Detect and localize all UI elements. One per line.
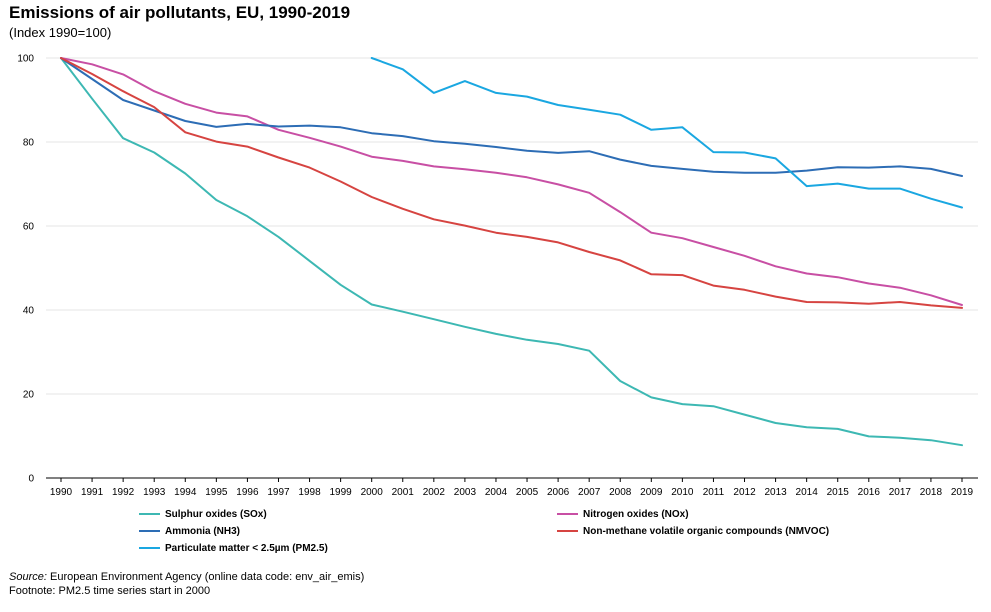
x-tick-label: 1998 [298,487,321,498]
chart-subtitle: (Index 1990=100) [9,25,112,40]
y-tick-label: 100 [17,54,34,65]
legend-label: Particulate matter < 2.5µm (PM2.5) [165,543,328,554]
legend-label: Nitrogen oxides (NOx) [583,509,689,520]
line-chart: 0 20 40 60 80 100 1990 1991 1992 1993 1994 1995 1996… [17,54,978,554]
series-line-particulate-matter-2-5-m-pm2-5 [370,57,963,209]
x-tick-label: 2013 [764,487,787,498]
chart-title: Emissions of air pollutants, EU, 1990-20… [9,3,351,22]
x-tick-label: 2009 [640,487,663,498]
source-text: European Environment Agency (online data… [49,571,365,583]
x-tick-label: 2001 [392,487,415,498]
x-tick-label: 2004 [485,487,508,498]
y-tick-label: 40 [23,306,35,317]
x-tick-label: 2019 [951,487,974,498]
legend-label: Sulphur oxides (SOx) [165,509,267,520]
x-tick-label: 2016 [858,487,881,498]
x-tick-label: 1999 [329,487,352,498]
source-label: Source: [9,571,47,583]
series-line-sulphur-oxides-sox [60,57,963,447]
x-tick-label: 1995 [205,487,228,498]
x-tick-label: 1991 [81,487,104,498]
x-tick-label: 1992 [112,487,135,498]
x-tick-label: 2011 [703,487,725,498]
x-tick-label: 2012 [733,487,756,498]
x-tick-label: 2006 [547,487,570,498]
x-tick-label: 2017 [889,487,912,498]
x-tick-label: 2005 [516,487,539,498]
x-tick-label: 2014 [796,487,819,498]
x-tick-label: 2002 [423,487,446,498]
legend-label: Non-methane volatile organic compounds (… [583,526,829,537]
x-tick-label: 2018 [920,487,943,498]
footnote: Footnote: PM2.5 time series start in 200… [9,585,211,597]
legend-label: Ammonia (NH3) [165,526,240,537]
series-lines [60,57,963,447]
gridlines [46,57,978,395]
x-tick-label: 1990 [50,487,73,498]
series-line-nitrogen-oxides-nox [60,57,963,306]
y-tick-label: 80 [23,138,35,149]
x-tick-label: 1997 [267,487,290,498]
x-tick-label: 1993 [143,487,166,498]
y-tick-label: 20 [23,390,35,401]
x-tick-label: 1994 [174,487,197,498]
x-tick-label: 2015 [827,487,850,498]
source-note: Source: European Environment Agency (onl… [9,571,364,583]
x-tick-label: 2000 [361,487,384,498]
x-tick-label: 2008 [609,487,632,498]
axes: 0 20 40 60 80 100 1990 1991 1992 1993 1994 1995 1996… [17,54,978,498]
x-tick-label: 2007 [578,487,601,498]
x-tick-label: 2010 [671,487,694,498]
y-tick-label: 0 [28,474,34,485]
x-tick-label: 2003 [454,487,477,498]
y-tick-label: 60 [23,222,35,233]
series-line-non-methane-volatile-organic-compounds-nmvoc [60,57,963,309]
series-line-ammonia-nh3 [60,57,963,177]
x-tick-label: 1996 [236,487,259,498]
legend: Sulphur oxides (SOx) Nitrogen oxides (NOx… [139,509,829,554]
